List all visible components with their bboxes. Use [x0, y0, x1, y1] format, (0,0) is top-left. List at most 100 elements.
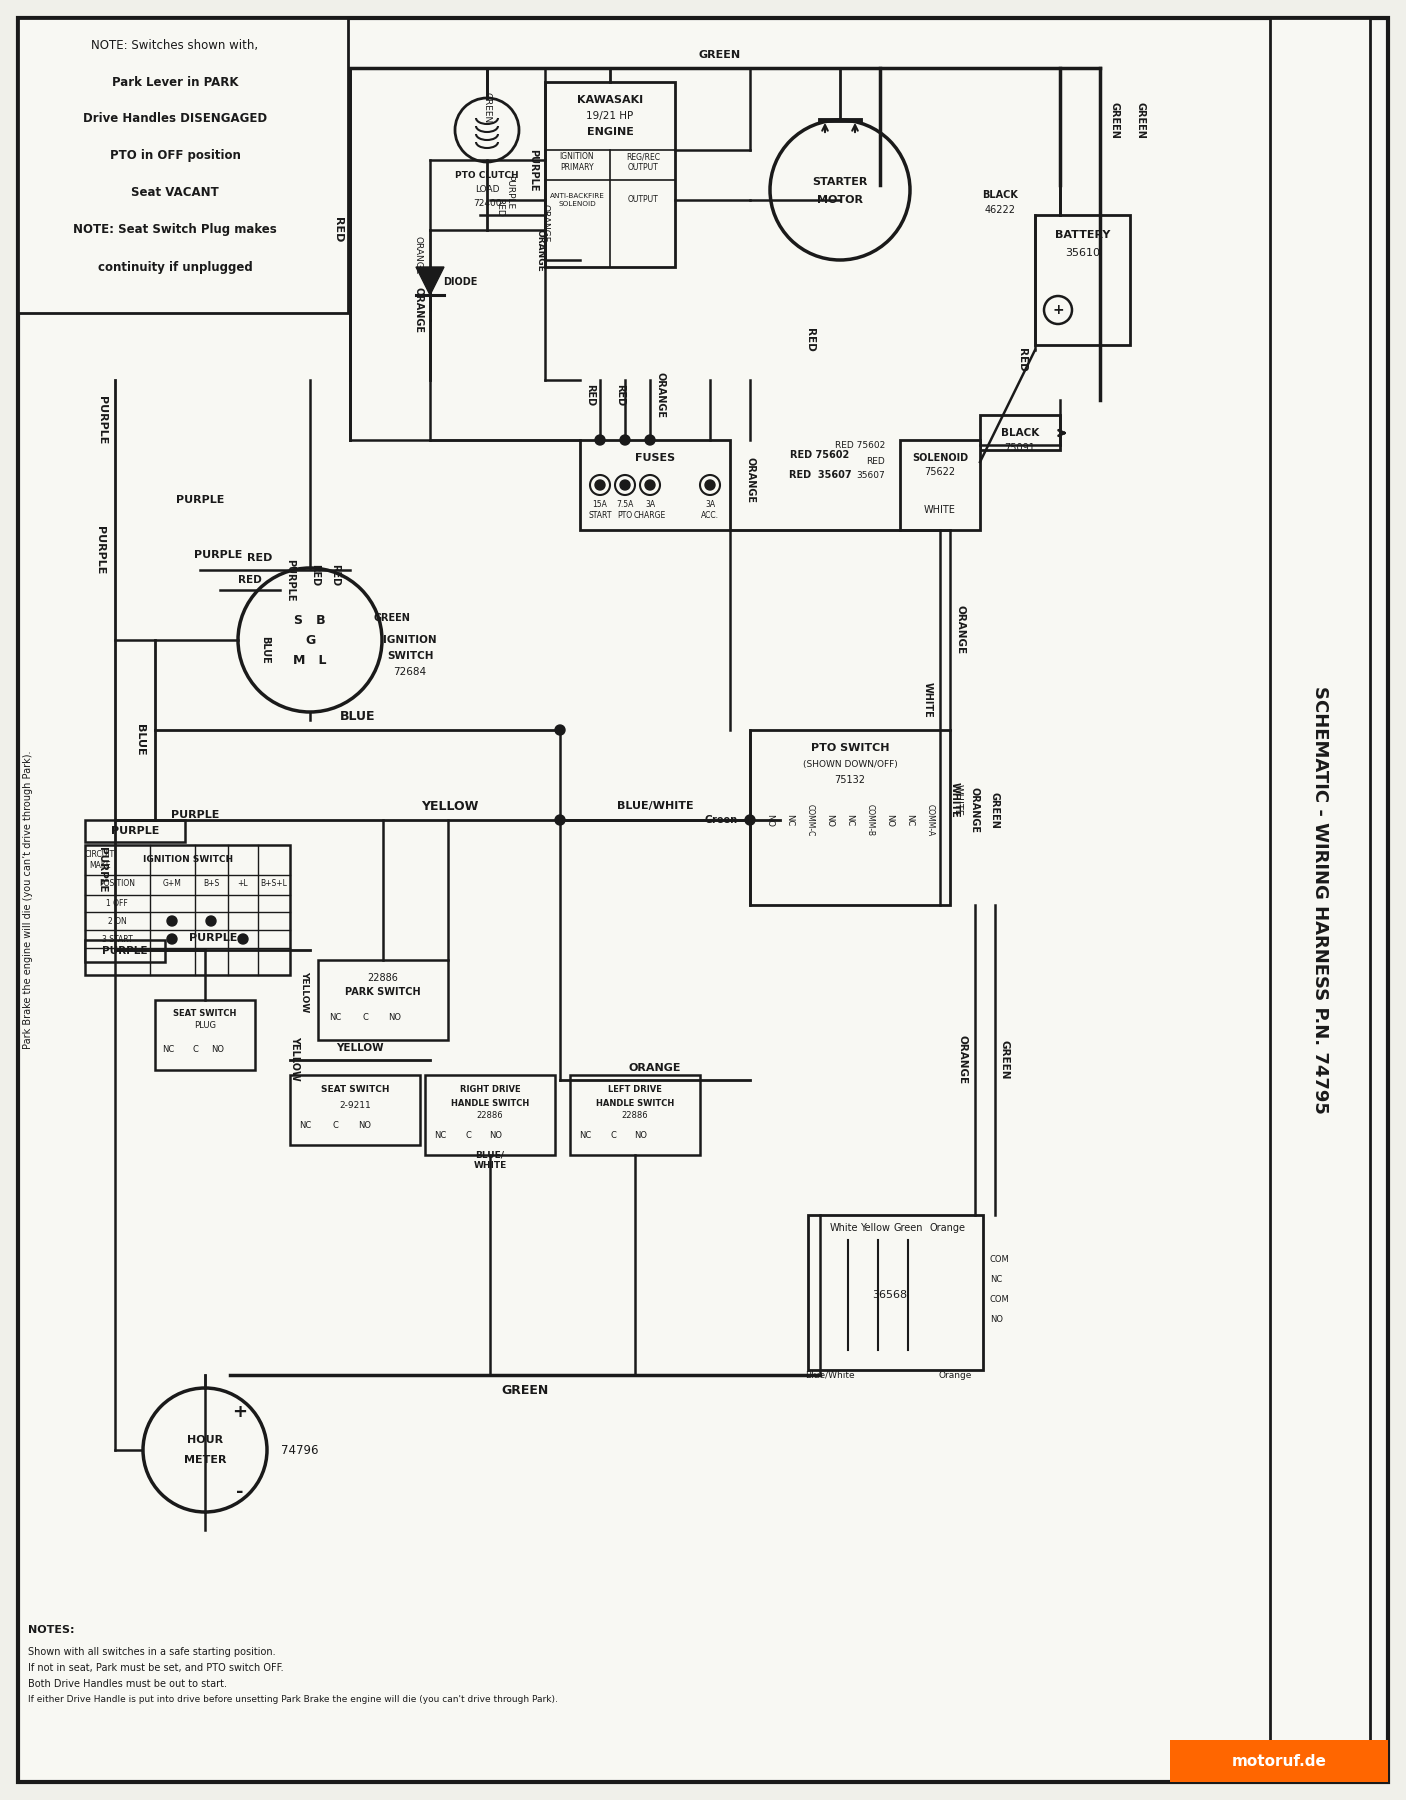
Text: GREEN: GREEN: [990, 792, 1000, 828]
Text: PURPLE: PURPLE: [188, 932, 238, 943]
Bar: [808, 1215, 983, 1370]
Text: GREEN: GREEN: [1000, 1040, 1010, 1080]
Circle shape: [620, 436, 630, 445]
Text: PURPLE: PURPLE: [194, 551, 242, 560]
Circle shape: [595, 436, 605, 445]
Text: ORANGE: ORANGE: [540, 203, 550, 243]
Text: ORANGE: ORANGE: [955, 605, 965, 655]
Text: RED: RED: [614, 383, 626, 407]
Text: 22886: 22886: [621, 1111, 648, 1120]
Text: RED 75602: RED 75602: [790, 450, 849, 461]
Text: PTO SWITCH: PTO SWITCH: [811, 743, 889, 752]
Text: RED: RED: [247, 553, 273, 563]
Text: 75091: 75091: [1004, 443, 1035, 454]
Text: continuity if unplugged: continuity if unplugged: [97, 261, 252, 274]
Text: IGNITION SWITCH: IGNITION SWITCH: [143, 855, 233, 864]
Text: NC: NC: [990, 1276, 1002, 1285]
Text: RED: RED: [806, 328, 815, 351]
Text: S   B: S B: [294, 614, 326, 626]
Text: BLACK: BLACK: [1001, 428, 1039, 437]
Text: Yellow: Yellow: [860, 1222, 890, 1233]
Text: NC: NC: [579, 1130, 591, 1139]
Text: White: White: [830, 1222, 859, 1233]
Text: NO: NO: [211, 1046, 225, 1055]
Text: 19/21 HP: 19/21 HP: [586, 112, 634, 121]
Text: NO: NO: [990, 1316, 1002, 1325]
Text: Seat VACANT: Seat VACANT: [131, 187, 219, 200]
Text: Green: Green: [704, 815, 738, 824]
Text: 35610: 35610: [1066, 248, 1101, 257]
Text: NO: NO: [489, 1130, 502, 1139]
Circle shape: [645, 436, 655, 445]
Text: YELLOW: YELLOW: [422, 799, 478, 812]
Text: 22886: 22886: [367, 974, 398, 983]
Text: 2 ON: 2 ON: [108, 916, 127, 925]
Text: 3A
CHARGE: 3A CHARGE: [634, 500, 666, 520]
Text: COMM-C: COMM-C: [806, 805, 814, 837]
Text: PARK SWITCH: PARK SWITCH: [346, 986, 420, 997]
Text: DIODE: DIODE: [443, 277, 477, 286]
Text: 1 OFF: 1 OFF: [105, 898, 128, 907]
Text: METER: METER: [184, 1454, 226, 1465]
Text: BLACK: BLACK: [981, 191, 1018, 200]
Text: -: -: [236, 1483, 243, 1501]
Text: HANDLE SWITCH: HANDLE SWITCH: [596, 1098, 673, 1107]
Text: NO: NO: [359, 1120, 371, 1130]
Text: NOTE: Seat Switch Plug makes: NOTE: Seat Switch Plug makes: [73, 223, 277, 236]
Text: YELLOW: YELLOW: [336, 1042, 384, 1053]
Text: Both Drive Handles must be out to start.: Both Drive Handles must be out to start.: [28, 1679, 226, 1688]
Text: Orange: Orange: [929, 1222, 966, 1233]
Text: Shown with all switches in a safe starting position.: Shown with all switches in a safe starti…: [28, 1647, 276, 1658]
Bar: [749, 731, 950, 905]
Text: 74796: 74796: [281, 1444, 319, 1456]
Text: PTO CLUTCH: PTO CLUTCH: [456, 171, 519, 180]
Text: GREEN: GREEN: [1135, 101, 1144, 139]
Bar: [1170, 1741, 1388, 1782]
Text: GREEN: GREEN: [374, 614, 411, 623]
Text: COM: COM: [990, 1296, 1010, 1305]
Text: NO: NO: [886, 814, 894, 826]
Text: PURPLE: PURPLE: [529, 149, 538, 191]
Bar: [980, 416, 1060, 450]
Circle shape: [595, 481, 605, 490]
Text: C: C: [193, 1046, 198, 1055]
Text: C: C: [332, 1120, 337, 1130]
Text: BLUE: BLUE: [135, 724, 145, 756]
Text: PTO in OFF position: PTO in OFF position: [110, 149, 240, 162]
Bar: [290, 1075, 420, 1145]
Text: NC: NC: [786, 814, 794, 826]
Bar: [18, 18, 349, 313]
Text: ORANGE: ORANGE: [957, 1035, 967, 1085]
Text: 72684: 72684: [394, 668, 426, 677]
Text: MOTOR: MOTOR: [817, 194, 863, 205]
Text: If not in seat, Park must be set, and PTO switch OFF.: If not in seat, Park must be set, and PT…: [28, 1663, 284, 1672]
Text: NC: NC: [299, 1120, 311, 1130]
Text: HOUR: HOUR: [187, 1435, 224, 1445]
Text: PLUG: PLUG: [194, 1022, 217, 1030]
Text: BLUE/WHITE: BLUE/WHITE: [617, 801, 693, 812]
Text: If either Drive Handle is put into drive before unsetting Park Brake the engine : If either Drive Handle is put into drive…: [28, 1696, 558, 1705]
Text: ORANGE: ORANGE: [745, 457, 755, 502]
Text: NO: NO: [634, 1130, 648, 1139]
Text: ORANGE: ORANGE: [655, 373, 665, 418]
Text: G: G: [305, 634, 315, 646]
Text: GREEN: GREEN: [699, 50, 741, 59]
Text: ENGINE: ENGINE: [586, 128, 634, 137]
Text: +: +: [232, 1402, 247, 1420]
Text: NO: NO: [388, 1013, 402, 1022]
Text: YELLOW: YELLOW: [290, 1035, 299, 1080]
Text: 46222: 46222: [984, 205, 1015, 214]
Text: BLUE: BLUE: [260, 635, 270, 664]
Text: 3 START: 3 START: [101, 934, 132, 943]
Text: ORANGE: ORANGE: [413, 286, 423, 333]
Text: Blue/White: Blue/White: [806, 1370, 855, 1379]
Text: NO: NO: [825, 814, 835, 826]
Text: GREEN: GREEN: [502, 1384, 548, 1397]
Text: +L: +L: [238, 878, 249, 887]
Text: M   L: M L: [294, 653, 326, 666]
Text: NOTE: Switches shown with,: NOTE: Switches shown with,: [91, 38, 259, 52]
Text: NC: NC: [162, 1046, 174, 1055]
Text: YELLOW: YELLOW: [301, 972, 309, 1013]
Bar: [84, 844, 290, 976]
Text: Park Brake the engine will die (you can’t drive through Park).: Park Brake the engine will die (you can’…: [22, 751, 32, 1049]
